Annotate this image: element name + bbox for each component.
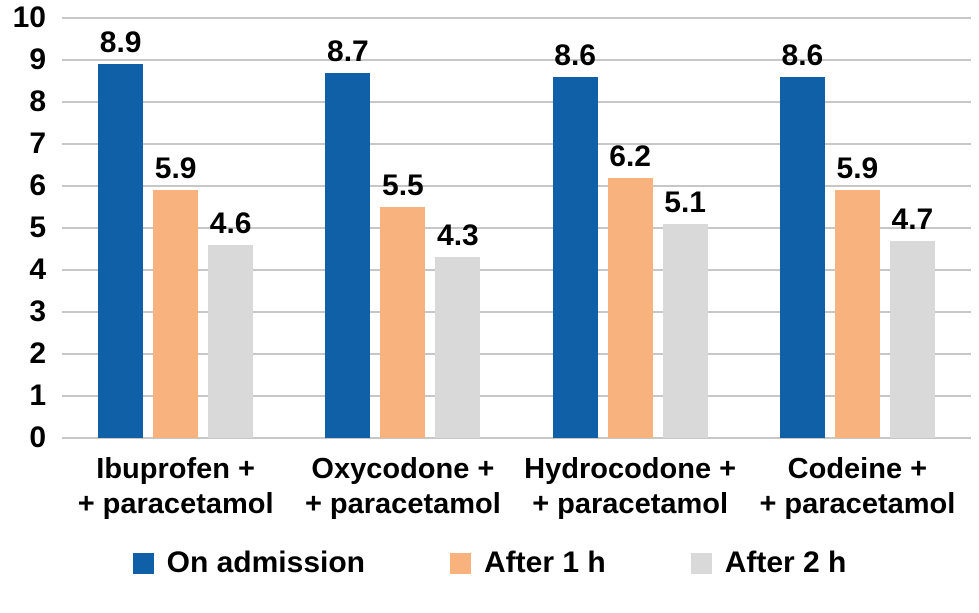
bar-value-label: 5.5	[382, 169, 424, 202]
y-tick-label: 7	[29, 127, 46, 160]
y-tick-label: 0	[29, 421, 46, 454]
bar	[380, 207, 426, 438]
bar-group: 8.6 5.9 4.7	[744, 18, 971, 438]
bar-value-label: 4.6	[209, 206, 252, 240]
bar-wrapper: 8.6	[552, 18, 598, 438]
bar-value-label: 8.6	[781, 38, 824, 72]
bar-value-label: 5.9	[836, 152, 879, 186]
bar-wrapper: 4.6	[208, 18, 254, 438]
x-category-label-line: Hydrocodone +	[524, 453, 737, 485]
legend-swatch	[690, 552, 712, 574]
bar-wrapper: 5.5	[380, 18, 426, 438]
y-tick-label: 5	[29, 211, 46, 244]
legend-item: After 2 h	[690, 546, 847, 579]
bar-group: 8.9 5.9 4.6	[62, 18, 289, 438]
y-tick-label: 2	[29, 337, 46, 370]
bar	[889, 240, 935, 438]
bar-value-label: 4.3	[437, 219, 479, 253]
y-tick-label: 3	[29, 295, 46, 328]
grid-layer	[62, 17, 971, 439]
plot-area: 8.9 5.9 4.6 8.7 5.5 4.3 8.6 6.2 5.1 8.6 5.9 4.7	[62, 17, 971, 439]
x-category-label: Hydrocodone + + paracetamol	[517, 452, 744, 523]
bar-wrapper: 8.7	[325, 18, 371, 438]
bar-group: 8.6 6.2 5.1	[517, 18, 744, 438]
y-tick-label: 6	[29, 169, 46, 202]
bar	[779, 76, 825, 438]
gridline	[62, 437, 971, 439]
legend-swatch	[450, 552, 471, 574]
bar-wrapper: 6.2	[607, 18, 653, 438]
x-category-label: Oxycodone + + paracetamol	[289, 452, 516, 523]
y-tick-label: 1	[29, 379, 46, 412]
legend-item: After 1 h	[450, 548, 606, 578]
y-tick-label: 8	[29, 85, 46, 118]
bar-value-label: 8.9	[99, 26, 142, 60]
x-category-label-line: + paracetamol	[532, 488, 729, 521]
bar-wrapper: 5.1	[662, 18, 708, 438]
bar-wrapper: 8.6	[779, 18, 825, 438]
gridline	[62, 143, 971, 145]
gridline	[62, 59, 971, 61]
bar	[552, 76, 598, 438]
y-axis: 0 1 2 3 4 5 6 7 8 9 10	[0, 3, 54, 453]
bar-wrapper: 5.9	[834, 18, 880, 438]
x-category-label-line: + paracetamol	[304, 488, 501, 521]
gridline	[62, 101, 971, 103]
bar	[98, 64, 144, 438]
bar	[153, 190, 199, 438]
bar	[435, 257, 481, 438]
bar	[607, 177, 653, 438]
bar	[208, 244, 254, 438]
gridline	[62, 311, 971, 313]
bar-wrapper: 5.9	[153, 18, 199, 438]
x-category-label-line: + paracetamol	[759, 488, 956, 521]
x-axis-labels: Ibuprofen + + paracetamol Oxycodone + + par…	[62, 452, 971, 523]
legend-label: After 2 h	[724, 546, 847, 579]
bar	[834, 190, 880, 438]
legend-label: On admission	[166, 546, 365, 579]
x-category-label-line: + paracetamol	[77, 488, 274, 521]
bar-wrapper: 4.7	[889, 18, 935, 438]
gridline	[62, 17, 971, 19]
x-category-label-line: Codeine +	[787, 453, 928, 485]
bar-value-label: 5.1	[664, 185, 706, 219]
gridline	[62, 269, 971, 271]
bar-value-label: 8.6	[554, 38, 596, 72]
bars-layer: 8.9 5.9 4.6 8.7 5.5 4.3 8.6 6.2 5.1 8.6 5.9 4.7	[62, 18, 971, 438]
gridline	[62, 353, 971, 355]
gridline	[62, 227, 971, 229]
gridline	[62, 395, 971, 397]
y-tick-label: 9	[29, 43, 46, 76]
gridline	[62, 185, 971, 187]
bar-group: 8.7 5.5 4.3	[289, 18, 516, 438]
x-category-label: Codeine + + paracetamol	[744, 452, 971, 523]
bar-wrapper: 8.9	[98, 18, 144, 438]
legend-item: On admission	[132, 546, 365, 579]
y-tick-label: 4	[29, 253, 46, 286]
x-category-label-line: Oxycodone +	[311, 453, 495, 485]
x-category-label-line: Ibuprofen +	[96, 453, 255, 485]
bar	[662, 223, 708, 438]
bar-value-label: 5.9	[154, 152, 197, 186]
bar-wrapper: 4.3	[435, 18, 481, 438]
y-tick-label: 10	[12, 1, 46, 34]
bar-value-label: 6.2	[609, 139, 651, 173]
bar	[325, 72, 371, 438]
x-category-label: Ibuprofen + + paracetamol	[62, 452, 289, 523]
legend-label: After 1 h	[484, 546, 606, 579]
bar-value-label: 8.7	[327, 34, 369, 68]
bar-value-label: 4.7	[891, 202, 934, 236]
legend: On admission After 1 h After 2 h	[0, 548, 979, 578]
legend-swatch	[132, 552, 154, 574]
